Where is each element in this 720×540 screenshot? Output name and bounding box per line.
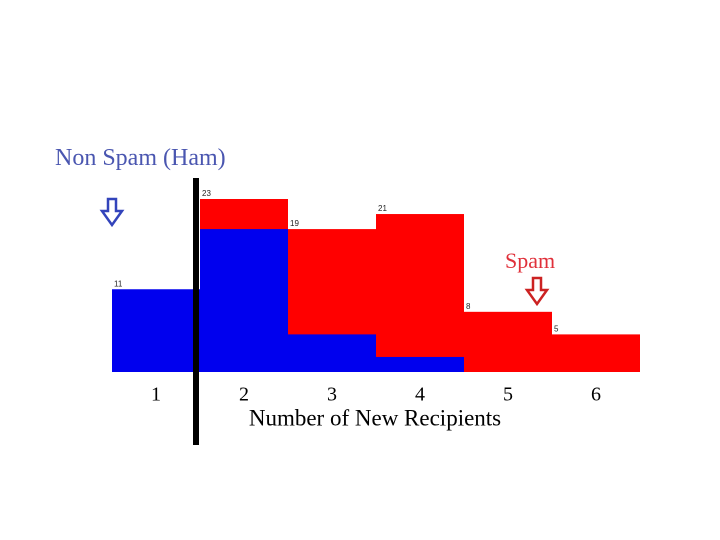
- bar: [376, 356, 464, 372]
- bar: [464, 311, 552, 372]
- x-axis-label: Number of New Recipients: [249, 405, 501, 430]
- ham-legend: Non Spam (Ham): [55, 145, 226, 171]
- ham-arrow: [99, 197, 125, 228]
- spam-arrow: [524, 276, 550, 307]
- data-label: 8: [466, 302, 471, 311]
- bar: [552, 334, 640, 372]
- spam-legend: Spam: [505, 248, 555, 273]
- x-tick-label: 4: [415, 384, 425, 406]
- data-label: 23: [202, 189, 211, 198]
- data-label: 21: [378, 204, 387, 213]
- x-tick-label: 1: [151, 384, 161, 406]
- data-label: 19: [290, 219, 299, 228]
- x-tick-label: 2: [239, 384, 249, 406]
- bar: [112, 289, 200, 372]
- x-tick-label: 5: [503, 384, 513, 406]
- x-tick-label: 6: [591, 384, 601, 406]
- data-label: 5: [554, 324, 559, 333]
- x-tick-label: 3: [327, 384, 337, 406]
- data-label: 11: [114, 279, 123, 288]
- bar: [376, 214, 464, 372]
- bar: [200, 229, 288, 372]
- bar: [288, 334, 376, 372]
